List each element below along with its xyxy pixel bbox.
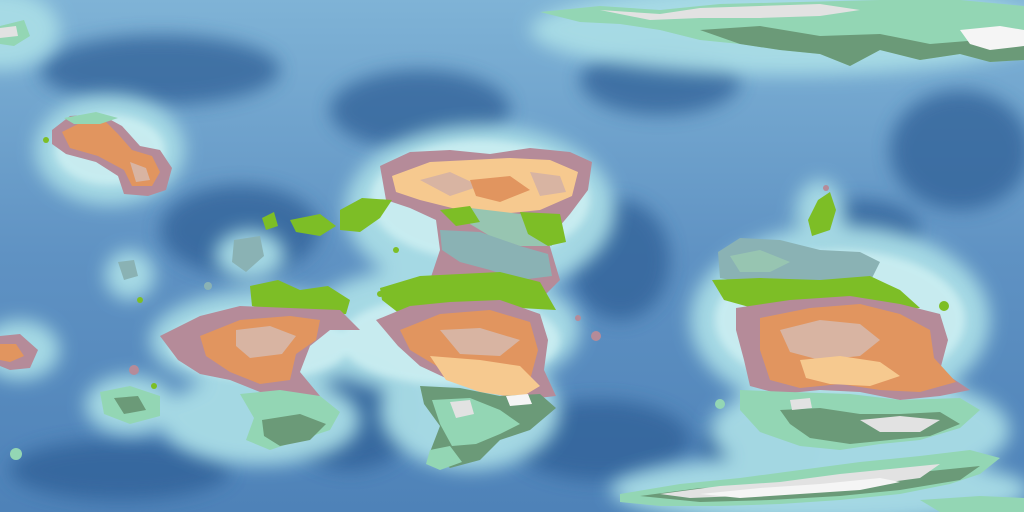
- tundra-region: [600, 4, 860, 20]
- grassland-region: [250, 280, 350, 316]
- savanna-region: [470, 176, 530, 202]
- wetland-region: [204, 282, 212, 290]
- highland-region: [591, 331, 601, 341]
- grassland-region: [939, 301, 949, 311]
- grassland-region: [393, 247, 399, 253]
- dry-shrub-region: [420, 172, 480, 196]
- tundra-region: [0, 26, 18, 38]
- boreal-region: [426, 446, 462, 470]
- boreal-region: [64, 112, 118, 124]
- dry-shrub-region: [130, 162, 150, 182]
- southern-polar-landmass: [620, 450, 1024, 512]
- grassland-region: [340, 198, 392, 232]
- desert-region: [800, 356, 900, 386]
- dry-shrub-region: [530, 172, 566, 196]
- boreal-region: [10, 448, 22, 460]
- boreal-region: [715, 399, 725, 409]
- central-south-continent: [376, 272, 556, 470]
- tundra-region: [660, 464, 940, 498]
- ice-region: [700, 478, 900, 498]
- central-north-continent: [262, 148, 592, 302]
- temperate-forest-region: [114, 396, 146, 414]
- grassland-region: [440, 206, 480, 226]
- temperate-forest-region: [262, 414, 326, 446]
- dry-shrub-region: [440, 328, 520, 356]
- northwest-island: [52, 112, 172, 196]
- grassland-region: [520, 212, 566, 246]
- wetland-region: [440, 230, 552, 280]
- northern-polar-landmass: [0, 0, 1024, 66]
- east-continent: [712, 192, 980, 450]
- grassland-region: [262, 212, 278, 230]
- highland-region: [129, 365, 139, 375]
- wetland-region: [232, 236, 264, 272]
- grassland-region: [151, 383, 157, 389]
- savanna-region: [0, 344, 24, 362]
- grassland-region: [137, 297, 143, 303]
- tundra-region: [790, 398, 812, 410]
- tundra-region: [450, 400, 474, 418]
- wetland-region: [118, 260, 138, 280]
- highland-region: [823, 185, 829, 191]
- steppe-region: [730, 250, 790, 272]
- grassland-region: [808, 192, 836, 236]
- desert-region: [430, 356, 540, 398]
- grassland-region: [377, 291, 383, 297]
- grassland-region: [43, 137, 49, 143]
- dry-shrub-region: [236, 326, 296, 358]
- highland-region: [575, 315, 581, 321]
- boreal-region: [920, 496, 1024, 512]
- dry-shrub-region: [780, 320, 880, 360]
- grassland-region: [290, 214, 336, 236]
- temperate-forest-region: [700, 26, 1024, 66]
- wetland-region: [718, 238, 880, 284]
- west-continent: [0, 236, 360, 450]
- ice-region: [506, 394, 532, 406]
- islets: [10, 137, 949, 460]
- ice-region: [960, 26, 1024, 50]
- tundra-region: [860, 416, 940, 432]
